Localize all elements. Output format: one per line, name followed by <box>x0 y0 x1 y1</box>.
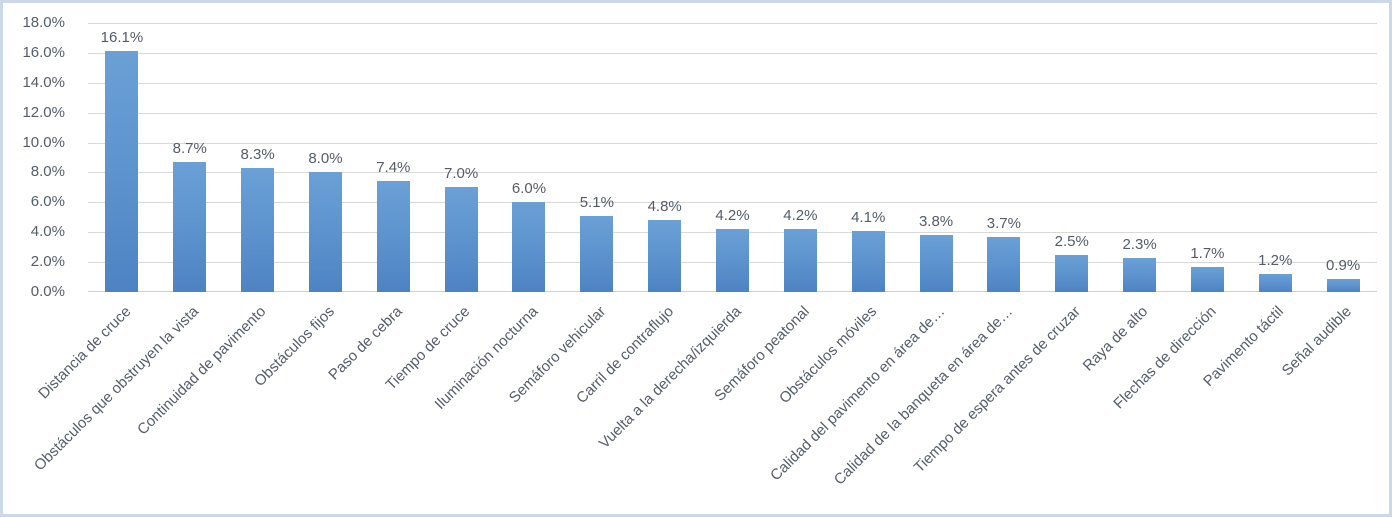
bar <box>241 167 275 292</box>
bar <box>1258 274 1292 292</box>
bar-value-label: 4.1% <box>851 208 886 226</box>
bar <box>1326 278 1360 292</box>
bar <box>1123 257 1157 292</box>
bar-value-label: 2.5% <box>1054 232 1089 250</box>
y-tick-label: 16.0% <box>22 43 65 61</box>
bar-slot: 8.0% <box>292 23 360 292</box>
bar-slot: 16.1% <box>88 23 156 292</box>
bar-slot: 5.1% <box>563 23 631 292</box>
bar-slot: 2.3% <box>1106 23 1174 292</box>
y-tick-label: 0.0% <box>30 283 65 300</box>
y-tick-label: 10.0% <box>22 133 65 151</box>
x-category-label: Señal audible <box>1278 303 1356 380</box>
bar-slot: 4.1% <box>834 23 902 292</box>
gridline <box>88 172 1377 174</box>
y-tick-label: 6.0% <box>30 193 65 211</box>
bar <box>512 202 546 292</box>
bar <box>851 230 885 292</box>
bar <box>308 172 342 292</box>
bar-value-label: 8.3% <box>240 145 275 163</box>
x-axis: Distancia de cruce Obstáculos que obstruy… <box>31 299 1377 509</box>
bar-slot: 0.9% <box>1309 23 1377 292</box>
bar-value-label: 6.0% <box>511 180 547 198</box>
gridline <box>88 142 1377 144</box>
bar <box>648 220 682 292</box>
bar-value-label: 4.2% <box>715 207 750 225</box>
bar <box>376 181 410 292</box>
plot-area: 16.1% 8.7% 8.3% 8.0% 7.4% 7.0% 6.0% 5.1% 4.8% 4.2… <box>88 23 1377 292</box>
bar-value-label: 4.8% <box>647 198 682 216</box>
y-tick-label: 8.0% <box>30 163 65 181</box>
gridline <box>88 52 1377 54</box>
bar-slot: 8.7% <box>156 23 224 292</box>
bar <box>716 229 750 292</box>
bar-value-label: 0.9% <box>1326 256 1361 274</box>
y-axis: 0.0% 2.0% 4.0% 6.0% 8.0% 10.0% 12.0% 14.0% 16.0%… <box>3 14 65 300</box>
bars-row: 16.1% 8.7% 8.3% 8.0% 7.4% 7.0% 6.0% 5.1% 4.8% 4.2… <box>88 23 1377 292</box>
gridline <box>88 82 1377 84</box>
bar <box>783 229 817 292</box>
bar-slot: 8.3% <box>224 23 292 292</box>
bar-slot: 7.4% <box>359 23 427 292</box>
bar-value-label: 8.0% <box>308 150 343 168</box>
bar-slot: 1.2% <box>1241 23 1309 292</box>
bar-value-label: 1.7% <box>1190 244 1225 262</box>
bar-slot: 3.7% <box>970 23 1038 292</box>
bar-value-label: 2.3% <box>1122 235 1157 253</box>
bar-value-label: 5.1% <box>579 193 614 211</box>
bar <box>1055 254 1089 292</box>
bar-value-label: 7.4% <box>376 159 411 177</box>
bar-slot: 2.5% <box>1038 23 1106 292</box>
bar-value-label: 16.1% <box>100 29 144 47</box>
bar-slot: 4.8% <box>631 23 699 292</box>
y-tick-label: 14.0% <box>22 73 65 91</box>
bar-value-label: 3.7% <box>986 214 1021 232</box>
bar <box>105 51 139 292</box>
y-tick-label: 12.0% <box>22 103 65 121</box>
bar-value-label: 3.8% <box>918 213 954 231</box>
bar <box>1190 266 1224 292</box>
bar <box>444 187 478 292</box>
bar <box>580 215 614 292</box>
bar-slot: 4.2% <box>766 23 834 292</box>
bar-value-label: 8.7% <box>172 139 207 157</box>
gridline <box>88 202 1377 204</box>
y-tick-label: 18.0% <box>22 14 65 31</box>
bar-value-label: 1.2% <box>1258 252 1293 270</box>
x-category-label: Vuelta a la derecha/izquierda <box>595 303 745 453</box>
bar-slot: 3.8% <box>902 23 970 292</box>
x-category-label: Continuidad de pavimento <box>134 303 270 439</box>
x-category-label: Raya de alto <box>1079 303 1152 375</box>
bar <box>173 161 207 292</box>
bar-value-label: 4.2% <box>783 207 818 225</box>
bar-slot: 4.2% <box>699 23 767 292</box>
bar-slot: 1.7% <box>1174 23 1242 292</box>
bar-slot: 6.0% <box>495 23 563 292</box>
y-tick-label: 4.0% <box>30 223 65 241</box>
bar <box>987 236 1021 292</box>
gridline <box>88 23 1377 24</box>
bar-value-label: 7.0% <box>444 165 479 183</box>
y-tick-label: 2.0% <box>30 253 65 271</box>
bar <box>919 235 953 292</box>
gridline <box>88 112 1377 114</box>
bar-slot: 7.0% <box>427 23 495 292</box>
